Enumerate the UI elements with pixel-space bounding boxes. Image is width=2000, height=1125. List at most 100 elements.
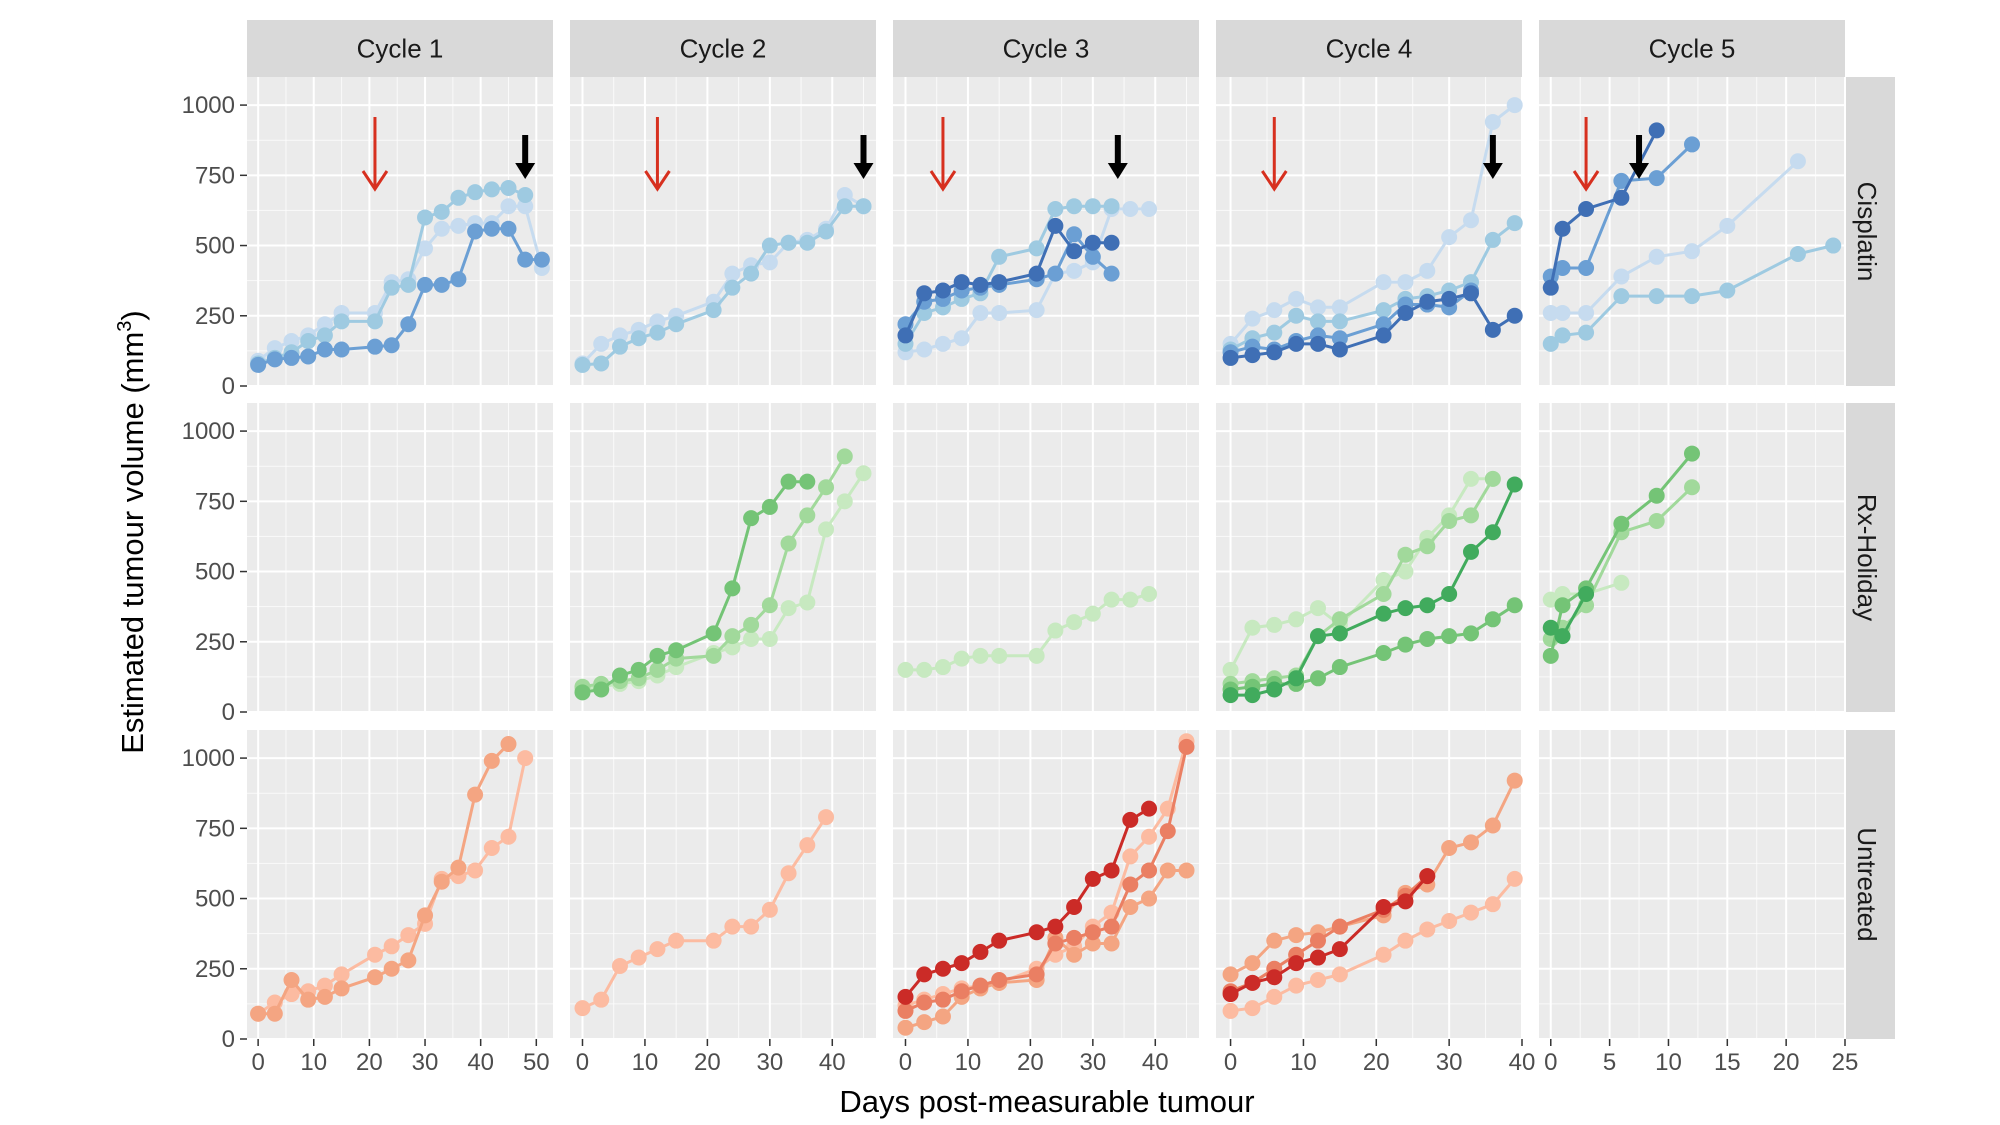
data-point [1288,307,1305,324]
data-point [1084,605,1101,622]
series-4 [1222,476,1523,704]
data-point [1047,201,1064,218]
data-point [1047,622,1064,639]
data-point [1506,772,1523,789]
data-point [1266,932,1283,949]
data-point [1122,811,1139,828]
strip-label-rx-holiday: Rx-Holiday [1852,494,1882,621]
data-point [1288,927,1305,944]
data-point [366,338,383,355]
data-point [283,972,300,989]
data-point [333,341,350,358]
series-1 [897,586,1158,678]
data-point [818,521,835,538]
data-point [450,217,467,234]
data-point [611,338,628,355]
data-point [1825,237,1842,254]
black-arrow [1482,135,1503,179]
data-point [611,327,628,344]
x-tick-label: 10 [1290,1049,1317,1076]
y-tick-label: 250 [195,303,235,330]
strip-cisplatin [1839,77,1895,386]
data-point [1648,288,1665,305]
data-point [433,873,450,890]
data-point [1578,586,1595,603]
series-1 [1222,97,1523,352]
data-point [366,946,383,963]
data-point [649,661,666,678]
data-point [400,276,417,293]
data-point [300,348,317,365]
data-point [1648,170,1665,187]
series-4 [1222,868,1436,1003]
x-tick-label: 20 [1017,1049,1044,1076]
x-tick-label: 10 [1655,1049,1682,1076]
data-point [1310,313,1326,330]
data-point [1103,918,1120,935]
data-point [266,1005,283,1022]
data-point [724,580,741,597]
red-arrow [929,117,957,192]
data-point [705,625,722,642]
series-4 [897,217,1120,344]
series-2 [250,179,534,372]
data-point [991,248,1008,265]
strip-label-cycle-1: Cycle 1 [357,34,444,64]
data-point [1419,597,1436,614]
data-point [1419,538,1436,555]
data-point [1288,977,1305,994]
series-4 [1222,285,1523,366]
data-point [1084,870,1101,887]
panel-untreated-cycle-5 [1539,730,1846,1040]
data-point [1419,921,1436,938]
data-point [316,988,333,1005]
series-line [257,186,526,365]
data-point [517,750,534,767]
data-point [780,234,797,251]
data-point [991,932,1008,949]
data-point [1397,563,1414,580]
strip-label-untreated: Untreated [1852,827,1882,941]
data-point [1122,591,1139,608]
data-point [316,316,333,333]
y-tick-label: 1000 [182,745,235,772]
data-point [724,279,741,296]
data-point [1266,616,1283,633]
data-point [1684,136,1700,153]
data-point [1506,870,1523,887]
data-point [400,927,417,944]
data-point [761,237,778,254]
data-point [897,327,914,344]
data-point [1028,924,1045,941]
data-point [1331,313,1348,330]
data-point [1047,265,1064,282]
data-point [1554,260,1571,277]
data-point [467,184,484,201]
data-point [1463,285,1479,302]
strip-cycle-5 [1539,20,1845,77]
data-point [500,198,517,215]
data-point [1122,876,1139,893]
data-point [668,932,685,949]
data-point [1310,932,1326,949]
y-axes: 0 250 500 750 1000 0 250 500 750 1000 0 250 500 750 10… [182,92,247,1053]
data-point [1463,834,1479,851]
panel-background [570,730,876,1039]
data-point [897,988,914,1005]
data-point [991,972,1008,989]
strip-cycle-3 [893,20,1199,77]
data-point [1266,988,1283,1005]
y-axis-title-suffix: ) [115,310,150,320]
data-point [1288,670,1305,687]
data-point [1222,349,1239,366]
y-tick-label: 0 [222,699,235,726]
black-arrow [853,135,874,179]
data-point [916,341,933,358]
data-point [1266,969,1283,986]
x-tick-label: 15 [1714,1049,1741,1076]
data-point [1789,245,1806,262]
y-tick-label: 1000 [182,92,235,119]
data-point [517,198,534,215]
data-point [1419,262,1436,279]
data-point [433,203,450,220]
